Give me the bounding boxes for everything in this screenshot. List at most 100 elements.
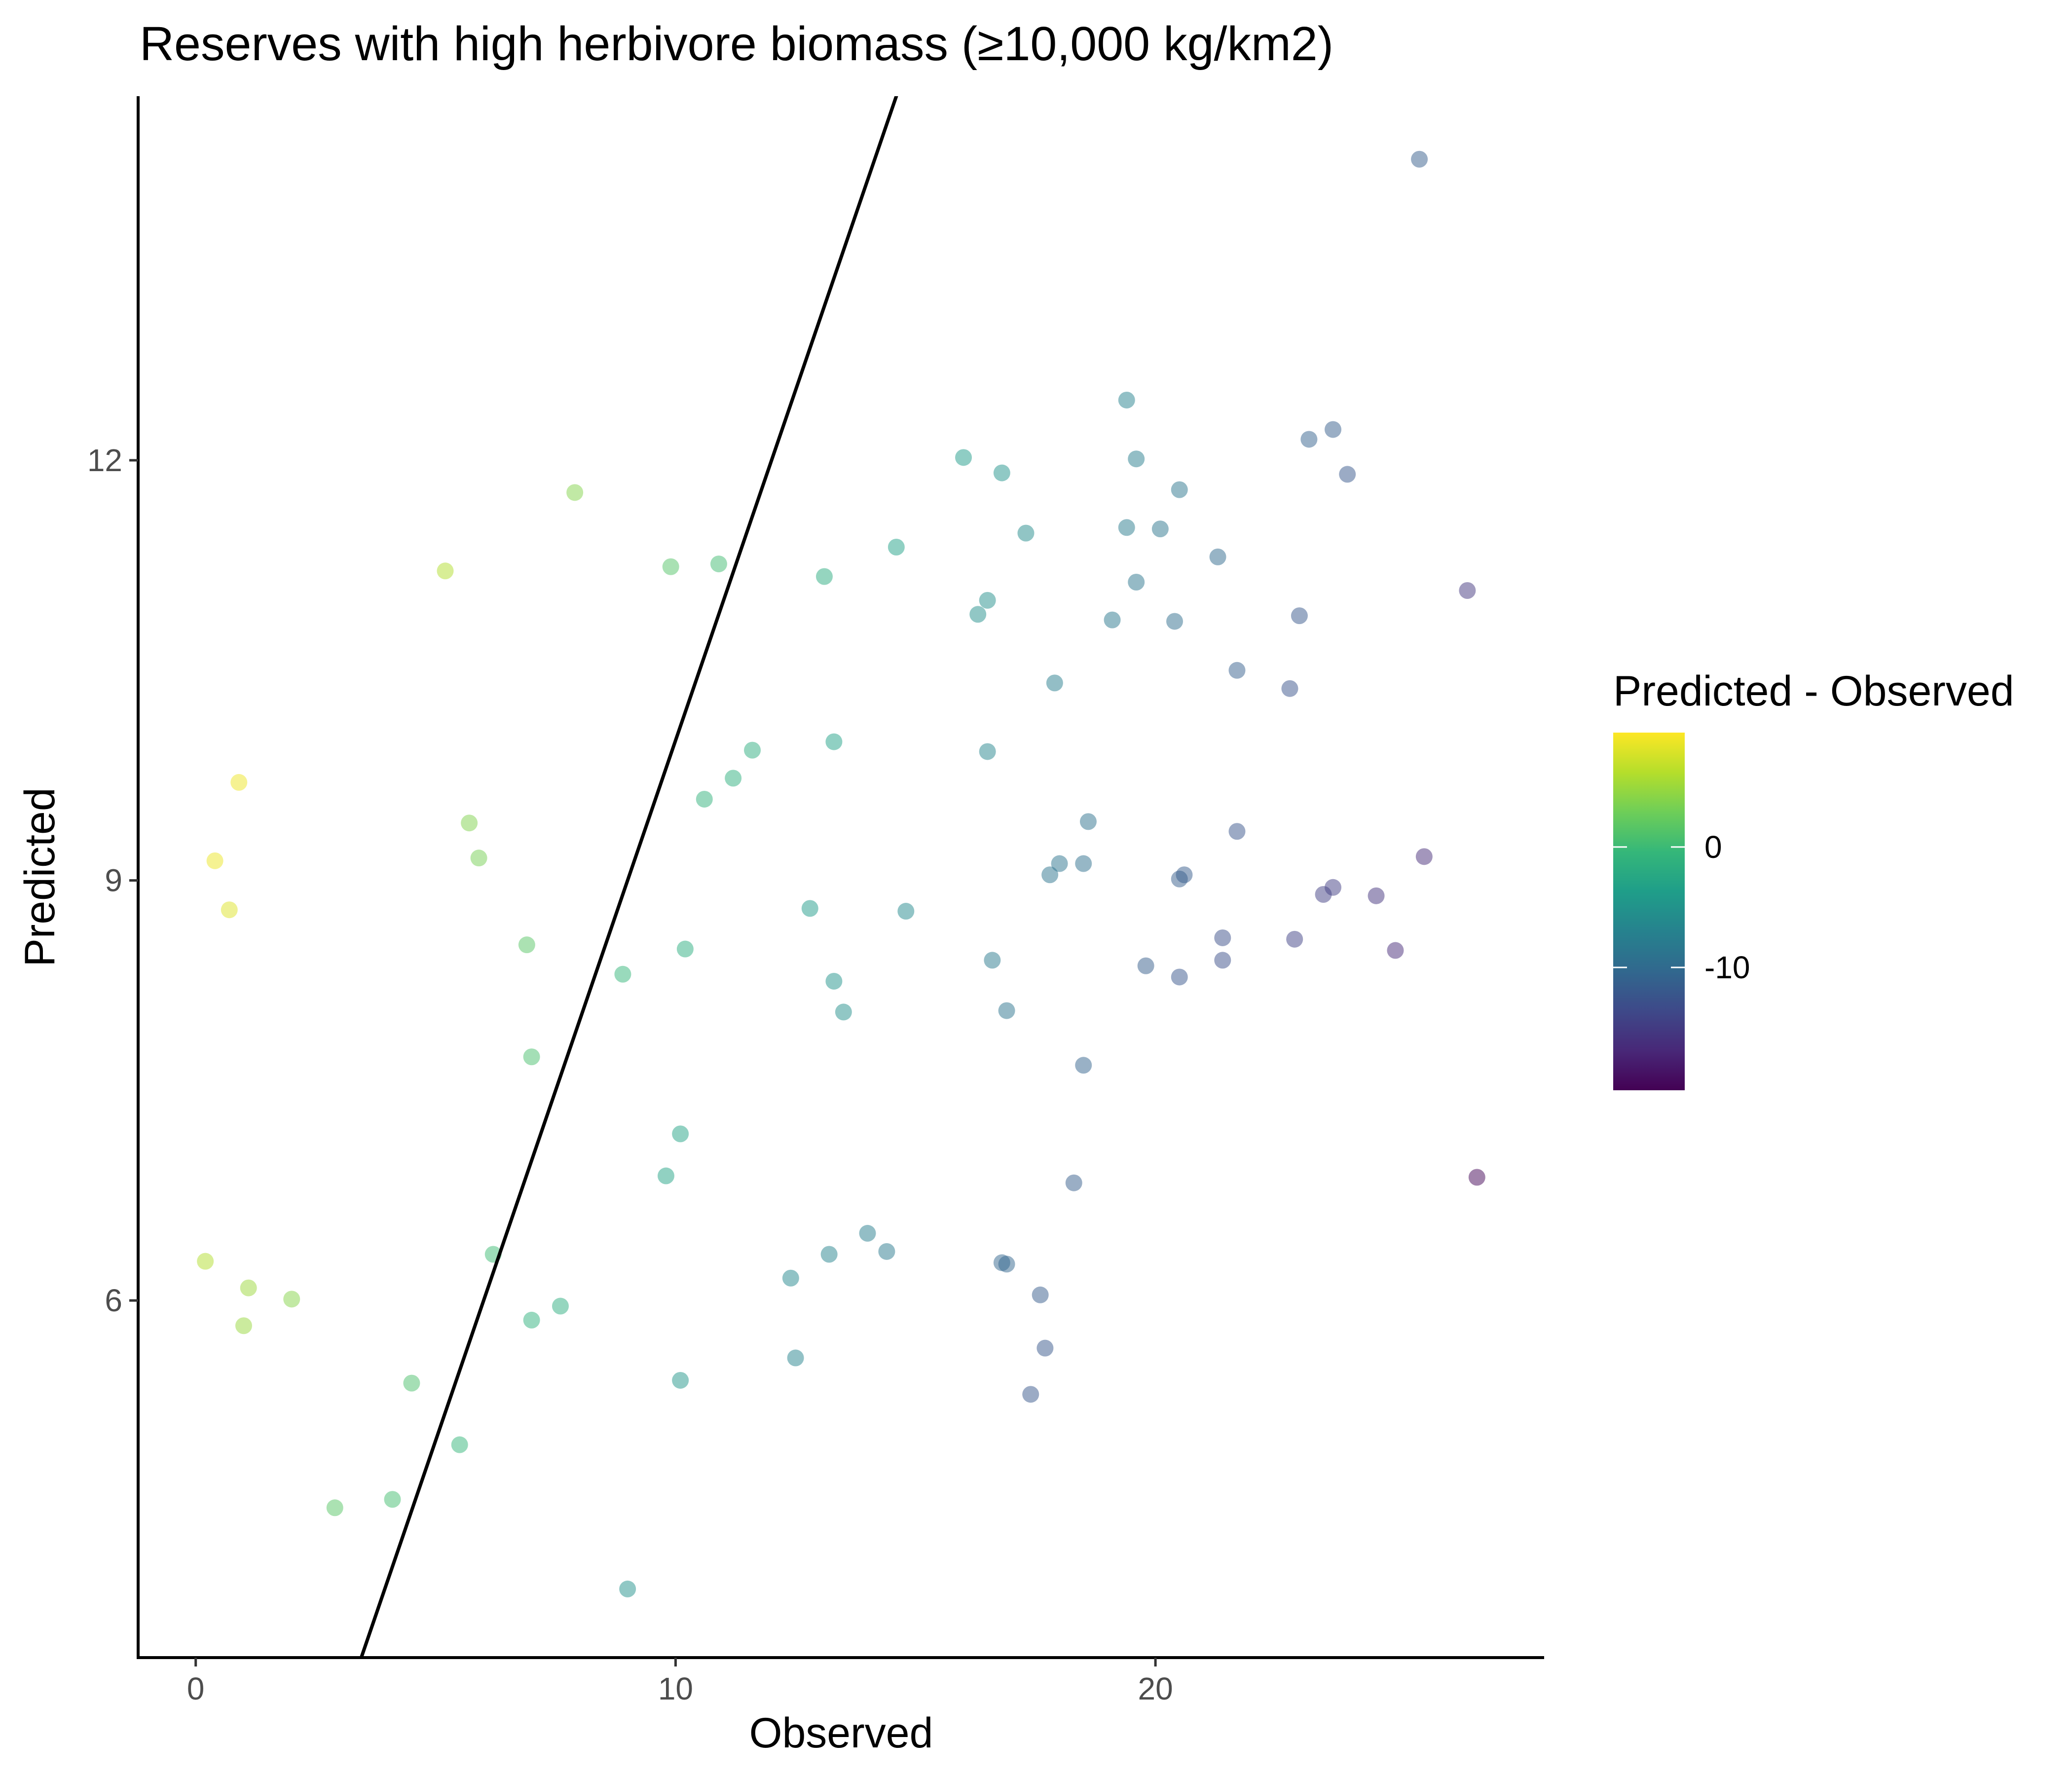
data-point xyxy=(782,1269,799,1287)
x-axis-ticks: 0 10 20 xyxy=(187,1658,1173,1706)
data-point xyxy=(1387,942,1404,959)
y-tick-label: 12 xyxy=(87,443,122,478)
data-point xyxy=(1075,1057,1092,1074)
chart-title: Reserves with high herbivore biomass (≥1… xyxy=(140,17,1333,71)
data-point xyxy=(1166,613,1184,630)
data-point xyxy=(235,1317,252,1334)
data-point xyxy=(1411,150,1428,168)
data-point xyxy=(1315,886,1332,903)
data-point xyxy=(1171,481,1188,498)
legend-tick-label: -10 xyxy=(1704,950,1750,985)
data-point xyxy=(979,743,996,760)
data-point xyxy=(1325,421,1342,438)
data-point xyxy=(523,1311,540,1329)
data-point xyxy=(744,741,761,759)
x-tick-label: 20 xyxy=(1138,1671,1173,1706)
data-point xyxy=(403,1374,420,1392)
data-point xyxy=(523,1048,540,1066)
data-point xyxy=(1118,391,1135,408)
data-point xyxy=(1128,573,1145,591)
data-point xyxy=(1171,870,1188,888)
data-point xyxy=(1286,930,1303,948)
data-point xyxy=(993,464,1010,481)
data-point xyxy=(1228,823,1246,840)
data-point xyxy=(1339,466,1356,483)
data-point xyxy=(1065,1174,1082,1191)
data-point xyxy=(1036,1339,1054,1357)
data-point xyxy=(1046,674,1063,692)
y-axis-title: Predicted xyxy=(16,787,64,966)
data-point xyxy=(326,1499,343,1517)
data-point xyxy=(657,1167,674,1184)
data-point xyxy=(672,1371,689,1389)
data-point xyxy=(614,965,631,983)
data-point xyxy=(969,606,987,623)
data-point xyxy=(283,1291,300,1308)
data-point xyxy=(1300,431,1318,448)
legend-ticks: 0 -10 xyxy=(1613,829,1750,985)
data-point xyxy=(710,555,727,573)
data-point xyxy=(566,484,584,501)
data-point xyxy=(1137,957,1154,974)
data-point xyxy=(696,790,713,808)
data-point xyxy=(979,592,996,609)
legend-title: Predicted - Observed xyxy=(1613,667,2014,715)
data-point xyxy=(662,558,679,575)
data-point xyxy=(859,1224,876,1242)
data-point xyxy=(451,1436,468,1453)
data-point xyxy=(984,952,1001,969)
y-axis-ticks: 6 9 12 xyxy=(87,443,138,1318)
data-point xyxy=(815,568,833,585)
data-point xyxy=(888,539,905,556)
y-tick-label: 9 xyxy=(105,863,122,898)
data-point xyxy=(1368,887,1385,904)
data-point xyxy=(461,814,478,832)
data-point xyxy=(230,774,248,791)
data-point xyxy=(1415,848,1433,865)
data-point xyxy=(1041,866,1059,884)
data-point xyxy=(1291,607,1308,625)
data-point xyxy=(998,1002,1015,1019)
data-point xyxy=(1075,855,1092,872)
data-point xyxy=(1209,548,1226,565)
data-point xyxy=(1104,611,1121,629)
data-point xyxy=(1214,952,1231,969)
legend-colorbar xyxy=(1613,733,1685,1090)
color-legend: Predicted - Observed 0 -10 xyxy=(1613,667,2014,1090)
data-point xyxy=(1051,855,1068,872)
data-point xyxy=(801,900,818,917)
points-layer xyxy=(197,150,1485,1597)
x-axis-title: Observed xyxy=(749,1709,933,1757)
y-tick-label: 6 xyxy=(105,1283,122,1318)
data-point xyxy=(820,1246,838,1263)
data-point xyxy=(518,936,535,954)
data-point xyxy=(384,1491,401,1508)
data-point xyxy=(552,1297,569,1315)
data-point xyxy=(897,903,915,920)
data-point xyxy=(221,901,238,919)
data-point xyxy=(1228,662,1246,679)
data-point xyxy=(787,1349,804,1367)
data-point xyxy=(1118,519,1135,536)
data-point xyxy=(1128,450,1145,468)
data-point xyxy=(835,1003,852,1021)
legend-tick-label: 0 xyxy=(1704,829,1722,865)
x-tick-label: 0 xyxy=(187,1671,205,1706)
data-point xyxy=(197,1253,214,1270)
data-point xyxy=(955,449,972,466)
data-point xyxy=(1281,680,1298,697)
data-point xyxy=(470,850,487,867)
data-point xyxy=(206,852,223,869)
data-point xyxy=(1017,524,1035,542)
data-point xyxy=(240,1279,257,1296)
data-point xyxy=(672,1125,689,1143)
data-point xyxy=(1151,520,1169,538)
data-point xyxy=(676,940,694,958)
data-point xyxy=(1459,582,1476,599)
data-point xyxy=(1214,929,1231,946)
data-point xyxy=(1079,813,1097,830)
data-point xyxy=(825,972,843,990)
identity-line xyxy=(359,96,898,1658)
data-point xyxy=(1032,1286,1049,1303)
